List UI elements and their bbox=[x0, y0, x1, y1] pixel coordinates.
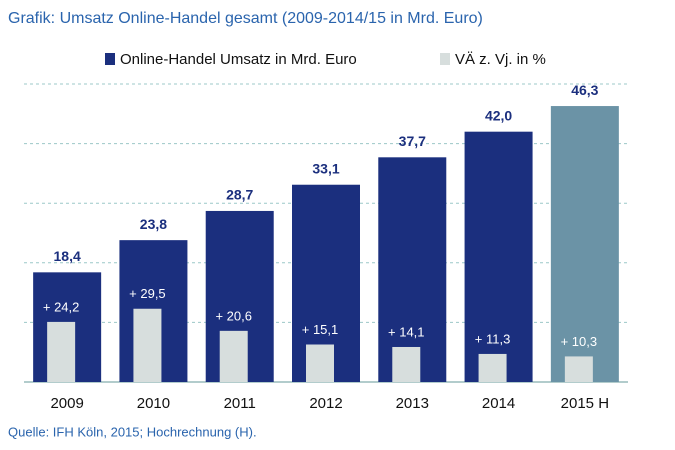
value-label: 37,7 bbox=[399, 133, 426, 149]
x-tick-label: 2014 bbox=[482, 395, 515, 412]
value-label: 18,4 bbox=[54, 248, 81, 264]
change-bar bbox=[392, 346, 421, 382]
change-label: + 24,2 bbox=[43, 299, 80, 314]
x-tick-label: 2015 H bbox=[561, 395, 609, 412]
value-label: 28,7 bbox=[226, 187, 253, 203]
source: Quelle: IFH Köln, 2015; Hochrechnung (H)… bbox=[8, 424, 257, 439]
value-label: 46,3 bbox=[571, 82, 598, 98]
legend-swatch bbox=[105, 53, 115, 65]
change-label: + 20,6 bbox=[215, 308, 252, 323]
change-bar bbox=[564, 356, 593, 382]
bar bbox=[550, 106, 619, 382]
change-bar bbox=[306, 344, 334, 382]
legend-swatch bbox=[440, 53, 450, 65]
change-label: + 29,5 bbox=[129, 286, 166, 301]
x-tick-label: 2010 bbox=[137, 395, 170, 412]
change-bar bbox=[133, 308, 162, 382]
change-bar bbox=[47, 321, 76, 382]
change-bar bbox=[478, 353, 507, 382]
x-tick-label: 2012 bbox=[309, 395, 342, 412]
change-label: + 10,3 bbox=[561, 334, 598, 349]
value-label: 42,0 bbox=[485, 107, 512, 123]
change-label: + 11,3 bbox=[475, 331, 511, 346]
value-label: 33,1 bbox=[312, 160, 339, 176]
value-label: 23,8 bbox=[140, 216, 167, 232]
bar bbox=[464, 131, 533, 382]
x-tick-label: 2009 bbox=[50, 395, 83, 412]
x-tick-label: 2011 bbox=[224, 395, 256, 412]
legend-label: VÄ z. Vj. in % bbox=[455, 51, 546, 68]
x-tick-label: 2013 bbox=[396, 395, 429, 412]
chart-title: Grafik: Umsatz Online-Handel gesamt (200… bbox=[8, 10, 483, 27]
change-label: + 14,1 bbox=[388, 324, 425, 339]
change-label: + 15,1 bbox=[302, 322, 339, 337]
change-bar bbox=[219, 330, 248, 382]
bar bbox=[378, 157, 447, 382]
legend-label: Online-Handel Umsatz in Mrd. Euro bbox=[120, 51, 357, 68]
